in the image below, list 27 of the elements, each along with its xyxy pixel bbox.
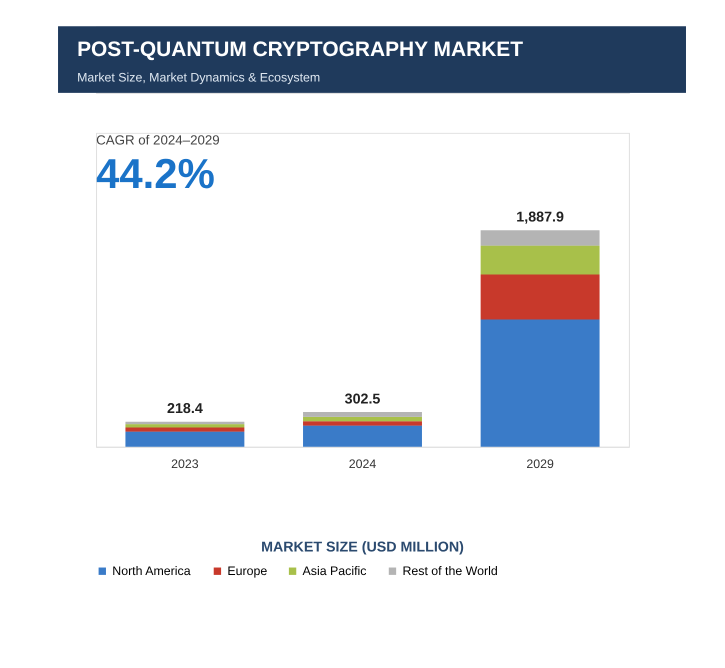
text: 1,887.9 — [516, 210, 564, 226]
annotation: 302.5 — [344, 391, 380, 408]
x-tick-label: 2029 — [526, 457, 554, 472]
bar — [303, 416, 422, 422]
bar — [303, 412, 422, 417]
chart-subtitle: Market Size, Market Dynamics & Ecosystem — [77, 70, 320, 84]
bar — [125, 428, 244, 432]
bar — [480, 319, 600, 447]
annotation: 218.4 — [167, 401, 203, 418]
x-tick-label: 2023 — [171, 457, 199, 472]
legend-label: Europe — [227, 564, 268, 578]
text: 44.2% — [96, 150, 215, 198]
bar — [125, 422, 244, 424]
bar — [480, 246, 600, 274]
chart-title: POST-QUANTUM CRYPTOGRAPHY MARKET — [77, 38, 524, 61]
bar — [303, 426, 422, 447]
legend-label: North America — [112, 564, 191, 578]
text: CAGR of 2024–2029 — [96, 132, 220, 148]
bar — [480, 230, 600, 246]
x-tick-label: 2024 — [348, 457, 376, 472]
bar — [303, 421, 422, 426]
bar — [480, 274, 600, 320]
text: MARKET SIZE (USD MILLION) — [261, 539, 464, 556]
bar — [125, 432, 244, 447]
bar — [125, 424, 244, 428]
legend-label: Asia Pacific — [302, 564, 366, 578]
legend-label: Rest of the World — [402, 564, 498, 578]
